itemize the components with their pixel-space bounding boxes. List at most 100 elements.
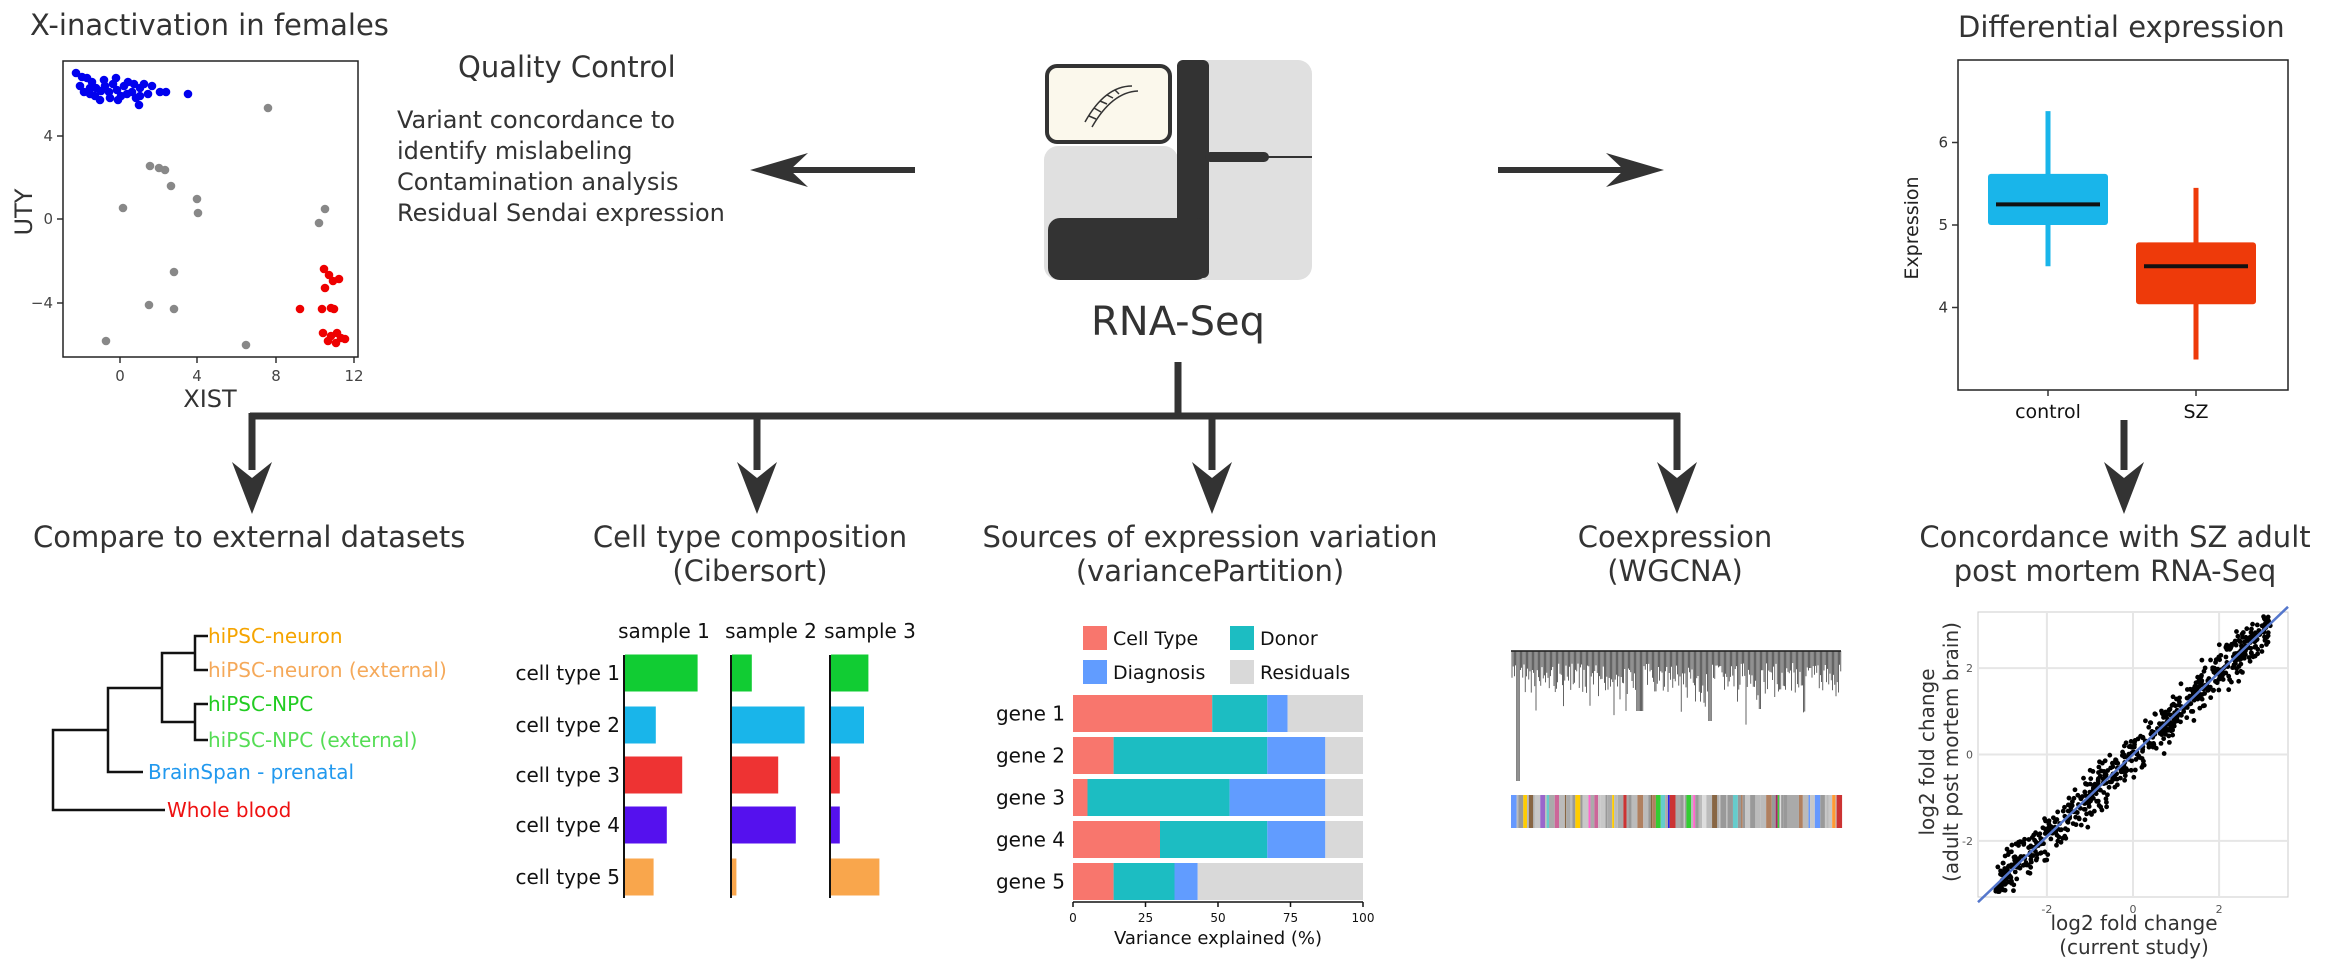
coexp-module-color xyxy=(1669,795,1676,828)
diffexp-title: Differential expression xyxy=(1958,10,2285,44)
variance-title: Sources of expression variation (varianc… xyxy=(970,520,1450,588)
concordance-point xyxy=(2087,810,2093,816)
coexp-module-color xyxy=(1712,795,1718,828)
coexp-module-color xyxy=(1780,795,1782,828)
xinact-point-female xyxy=(340,334,350,344)
coexp-module-color xyxy=(1559,795,1565,828)
concordance-point xyxy=(2078,795,2083,801)
concordance-point xyxy=(2070,821,2076,827)
variance-bar xyxy=(1073,863,1114,900)
concordance-point xyxy=(2213,668,2219,673)
xinact-ytick-label: 4 xyxy=(43,127,53,145)
concordance-point xyxy=(2255,651,2261,657)
coexp-module-color xyxy=(1798,795,1803,828)
concordance-point xyxy=(2014,876,2020,882)
variance-bar xyxy=(1073,821,1160,858)
celltype-sample-label: sample 2 xyxy=(725,619,817,643)
concordance-point xyxy=(2065,819,2071,825)
arrow-down-icon xyxy=(2104,462,2144,514)
coexp-module-color xyxy=(1546,795,1549,828)
variance-bar xyxy=(1267,821,1326,858)
xinact-point-female xyxy=(320,283,330,293)
variance-legend-label: Cell Type xyxy=(1113,628,1198,650)
coexp-dendrogram xyxy=(1511,650,1843,828)
concordance-point xyxy=(2247,658,2253,664)
coexp-module-color xyxy=(1690,795,1694,828)
concordance-point xyxy=(2259,643,2265,649)
coexp-module-color xyxy=(1523,795,1527,828)
concordance-point xyxy=(2048,836,2054,842)
concordance-point xyxy=(2098,804,2104,810)
coexp-module-color xyxy=(1655,795,1661,828)
coexp-module-color xyxy=(1605,795,1608,828)
concordance-point xyxy=(2030,853,2036,858)
coexp-module-color xyxy=(1588,795,1591,828)
coexp-module-color xyxy=(1698,795,1700,828)
concordance-point xyxy=(2121,743,2127,749)
xinact-point-female xyxy=(295,304,305,314)
xinact-title: X-inactivation in females xyxy=(30,8,389,42)
qc-item: identify mislabeling xyxy=(397,137,633,165)
concordance-point xyxy=(2066,795,2072,801)
qc-list: Variant concordance to identify mislabel… xyxy=(397,105,725,229)
coexp-module-color xyxy=(1706,795,1713,828)
concordance-point xyxy=(2046,818,2052,824)
coexp-module-color xyxy=(1792,795,1799,828)
concordance-point xyxy=(2083,781,2089,787)
concordance-point xyxy=(2002,866,2008,871)
variance-bar xyxy=(1073,695,1213,732)
concordance-title: Concordance with SZ adult post mortem RN… xyxy=(1905,520,2325,588)
concordance-point xyxy=(2133,757,2139,762)
concordance-point xyxy=(2163,714,2169,720)
variance-legend-label: Residuals xyxy=(1260,662,1350,684)
concordance-point xyxy=(1997,887,2003,893)
concordance-xtick-label: -2 xyxy=(2041,903,2052,916)
concordance-point xyxy=(2034,855,2040,861)
coexp-module-color xyxy=(1607,795,1613,828)
concordance-point xyxy=(2238,668,2244,674)
concordance-point xyxy=(2213,660,2218,665)
concordance-point xyxy=(2106,784,2112,790)
concordance-point xyxy=(2170,694,2176,700)
concordance-xtick-label: 0 xyxy=(2130,903,2137,916)
xinact-xtick-label: 4 xyxy=(192,367,202,385)
concordance-point xyxy=(2184,715,2190,721)
concordance-point xyxy=(2250,654,2256,660)
concordance-point xyxy=(2140,748,2145,754)
concordance-point xyxy=(2008,849,2014,855)
xinact-point-female xyxy=(323,336,333,346)
coexp-title-line2: (WGCNA) xyxy=(1607,554,1743,588)
xinact-point-male xyxy=(129,79,139,89)
concordance-point xyxy=(2219,672,2224,677)
concordance-point xyxy=(2107,752,2113,758)
arrow-right-icon xyxy=(1606,153,1664,187)
variance-bar xyxy=(1325,821,1363,858)
concordance-point xyxy=(2229,641,2235,647)
concordance-point xyxy=(2226,687,2232,693)
variance-bar xyxy=(1267,695,1288,732)
xinact-point xyxy=(144,300,154,310)
variance-bar xyxy=(1197,863,1363,900)
xinact-point-male xyxy=(113,95,123,105)
qc-title: Quality Control xyxy=(458,50,676,84)
coexp-module-color xyxy=(1600,795,1606,828)
concordance-point xyxy=(2062,804,2067,810)
coexp-module-color xyxy=(1540,795,1546,828)
coexp-module-color xyxy=(1643,795,1649,828)
coexp-module-color xyxy=(1824,795,1827,828)
coexp-module-color xyxy=(1516,795,1519,828)
diffexp-box xyxy=(1988,173,2108,225)
concordance-point xyxy=(2228,645,2234,651)
concordance-point xyxy=(2239,631,2245,637)
celltype-row-label: cell type 2 xyxy=(515,713,620,737)
coexp-module-color xyxy=(1680,795,1684,828)
celltype-bar xyxy=(831,806,840,844)
xinact-point xyxy=(166,181,176,191)
variance-legend-swatch xyxy=(1230,626,1254,650)
qc-item: Residual Sendai expression xyxy=(397,199,725,227)
concordance-point xyxy=(2166,739,2172,745)
coexp-module-color xyxy=(1675,795,1681,828)
celltype-bar xyxy=(732,654,752,692)
concordance-point xyxy=(2122,767,2128,773)
concordance-point xyxy=(2140,762,2146,768)
